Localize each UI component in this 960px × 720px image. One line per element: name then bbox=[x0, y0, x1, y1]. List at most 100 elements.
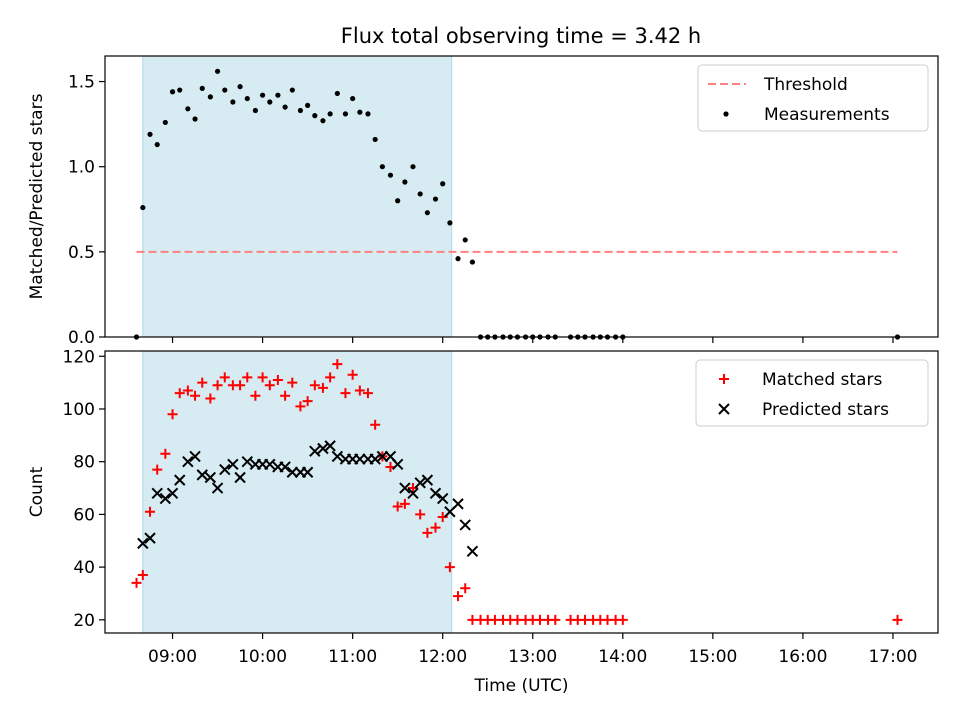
predicted-star-point bbox=[219, 463, 231, 476]
observing-window-shade bbox=[142, 351, 452, 633]
matched-star-point bbox=[892, 614, 903, 625]
measurement-point bbox=[312, 113, 318, 119]
matched-star-point bbox=[354, 385, 365, 396]
predicted-star-point bbox=[204, 471, 217, 484]
legend-label: Predicted stars bbox=[762, 400, 889, 420]
predicted-star-point bbox=[466, 545, 479, 558]
matched-star-point bbox=[460, 583, 471, 594]
predicted-star-point bbox=[264, 458, 276, 471]
chart-title: Flux total observing time = 3.42 h bbox=[341, 24, 701, 48]
measurement-point bbox=[462, 237, 468, 243]
predicted-star-point bbox=[182, 455, 194, 468]
matched-star-point bbox=[205, 393, 216, 404]
x-tick-label: 14:00 bbox=[598, 647, 647, 667]
predicted-star-point bbox=[421, 474, 434, 486]
predicted-star-point bbox=[309, 445, 321, 457]
matched-star-point bbox=[197, 377, 208, 388]
matched-star-point bbox=[145, 506, 156, 517]
measurement-point bbox=[334, 90, 340, 97]
predicted-star-point bbox=[407, 487, 419, 500]
y-tick-label: 120 bbox=[63, 347, 95, 367]
measurement-point bbox=[440, 181, 446, 187]
measurement-point bbox=[207, 94, 213, 100]
legend-label: Measurements bbox=[764, 105, 890, 125]
matched-star-point bbox=[430, 522, 441, 533]
predicted-star-point bbox=[376, 450, 389, 463]
predicted-star-point bbox=[159, 492, 172, 505]
matched-star-point bbox=[242, 372, 253, 383]
predicted-star-point bbox=[324, 440, 336, 452]
matched-star-point bbox=[444, 562, 455, 573]
x-tick-label: 10:00 bbox=[238, 647, 287, 667]
predicted-star-point bbox=[369, 453, 381, 465]
measurement-point bbox=[177, 87, 183, 93]
axes-frame bbox=[104, 55, 939, 338]
measurement-point bbox=[387, 172, 394, 178]
matched-star-point bbox=[212, 380, 223, 391]
measurement-point bbox=[417, 191, 423, 197]
x-tick-label: 12:00 bbox=[418, 647, 467, 667]
y-tick-label: 0.0 bbox=[68, 328, 95, 348]
matched-star-point bbox=[257, 372, 268, 383]
legend-predicted-key bbox=[718, 403, 730, 415]
measurement-point bbox=[140, 204, 146, 211]
matched-star-point bbox=[370, 419, 381, 430]
matched-star-point bbox=[392, 501, 403, 512]
measurement-point bbox=[305, 102, 311, 108]
measurement-point bbox=[147, 131, 153, 137]
legend-measurement-key bbox=[723, 111, 729, 117]
measurement-point bbox=[199, 85, 205, 91]
predicted-star-point bbox=[241, 455, 253, 468]
matched-star-point bbox=[287, 377, 298, 388]
measurement-point bbox=[162, 119, 168, 126]
matched-star-point bbox=[272, 374, 283, 385]
matched-star-point bbox=[415, 509, 426, 520]
y-axis-title: Count bbox=[27, 466, 47, 517]
legend-matched-key bbox=[719, 374, 729, 384]
measurement-point bbox=[469, 259, 476, 265]
count-panel: 20 40 60 80 100 120 09:00 10:00 11:00 12:00 13:00 1… bbox=[27, 347, 939, 696]
y-tick-label: 40 bbox=[73, 558, 95, 578]
measurement-point bbox=[379, 164, 385, 170]
matched-star-point bbox=[453, 591, 464, 602]
legend-box bbox=[695, 359, 929, 427]
matched-star-point bbox=[362, 388, 373, 399]
measurement-point bbox=[185, 106, 191, 112]
predicted-star-point bbox=[234, 471, 246, 484]
matched-star-point bbox=[309, 380, 320, 391]
matched-star-point bbox=[550, 614, 561, 625]
predicted-star-point bbox=[452, 498, 464, 510]
matched-star-point bbox=[219, 372, 230, 383]
matched-star-point bbox=[182, 385, 193, 396]
matched-star-point bbox=[317, 382, 328, 393]
predicted-star-point bbox=[436, 492, 449, 505]
measurement-point bbox=[154, 141, 160, 148]
predicted-star-point bbox=[227, 458, 239, 471]
y-tick-label: 60 bbox=[73, 505, 95, 525]
measurement-point bbox=[282, 104, 288, 110]
x-axis-title: Time (UTC) bbox=[474, 676, 569, 696]
y-tick-label: 0.5 bbox=[68, 243, 95, 263]
matched-star-point bbox=[422, 527, 433, 538]
predicted-star-point bbox=[331, 450, 344, 463]
measurement-point bbox=[357, 109, 363, 115]
measurement-point bbox=[230, 99, 236, 105]
matched-star-point bbox=[295, 401, 306, 412]
measurement-point bbox=[372, 136, 378, 143]
matched-star-point bbox=[160, 448, 171, 459]
x-tick-label: 16:00 bbox=[778, 647, 827, 667]
measurement-point bbox=[297, 107, 304, 114]
matched-star-point bbox=[235, 380, 246, 391]
measurement-point bbox=[252, 107, 258, 114]
matched-star-point bbox=[280, 390, 291, 401]
measurement-point bbox=[244, 95, 250, 102]
matched-star-point bbox=[174, 388, 185, 399]
measurement-point bbox=[455, 256, 461, 262]
predicted-star-point bbox=[286, 466, 299, 478]
measurement-point bbox=[169, 89, 176, 95]
measurement-point bbox=[259, 92, 266, 98]
x-tick-label: 09:00 bbox=[148, 647, 197, 667]
ratio-panel: 0.0 0.5 1.0 1.5 Matched/Predicted stars Thres… bbox=[27, 55, 939, 348]
legend-box bbox=[697, 64, 929, 132]
